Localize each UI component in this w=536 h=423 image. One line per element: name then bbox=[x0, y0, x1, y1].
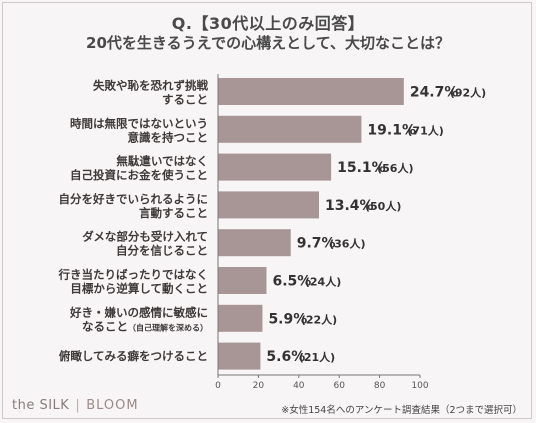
x-tick-label: 0 bbox=[215, 381, 221, 391]
x-tick-label: 80 bbox=[374, 381, 386, 391]
category-label: なること（自己理解を深める） bbox=[82, 319, 208, 333]
logo-text-silk: the SILK bbox=[12, 398, 70, 413]
data-label-count: (21人) bbox=[299, 350, 335, 364]
category-label: ダメな部分も受け入れて bbox=[82, 230, 208, 244]
x-tick-label: 40 bbox=[293, 381, 305, 391]
brand-logo: the SILK | BLOOM bbox=[12, 398, 139, 413]
chart-question: 20代を生きるうえでの心構えとして、大切なことは？ bbox=[86, 34, 450, 52]
category-label: 言動すること bbox=[139, 206, 208, 220]
data-label-count: (24人) bbox=[305, 275, 341, 289]
survey-note: ※女性154名へのアンケート調査結果（2つまで選択可） bbox=[281, 405, 522, 416]
category-label: 自己投資にお金を使うこと bbox=[70, 168, 208, 182]
x-tick-label: 20 bbox=[253, 381, 265, 391]
data-label-percent: 19.1% bbox=[367, 122, 416, 138]
category-label: 自分を好きでいられるように bbox=[59, 192, 209, 206]
bar bbox=[218, 342, 261, 370]
bar bbox=[218, 78, 404, 105]
chart-title: Q.【30代以上のみ回答】 bbox=[171, 14, 365, 33]
data-label-count: (71人) bbox=[407, 123, 443, 137]
category-label: 行き当たりばったりではなく bbox=[58, 268, 209, 282]
category-label: 失敗や恥を恐れず挑戦 bbox=[93, 79, 208, 93]
category-label: すること bbox=[162, 93, 208, 107]
category-label: 無駄遣いではなく bbox=[116, 154, 208, 168]
data-label-percent: 24.7% bbox=[410, 85, 459, 101]
logo-text-bloom: BLOOM bbox=[86, 398, 139, 413]
data-label-percent: 13.4% bbox=[325, 198, 374, 214]
data-label-percent: 9.7% bbox=[297, 236, 336, 252]
category-label: 目標から逆算して動くこと bbox=[70, 282, 208, 296]
data-label-count: (22人) bbox=[301, 312, 337, 326]
bar bbox=[218, 267, 267, 294]
data-label-percent: 5.9% bbox=[268, 311, 307, 327]
category-label: 好き・嫌いの感情に敏感に bbox=[69, 305, 208, 319]
category-label: 時間は無限ではないという bbox=[70, 116, 208, 130]
logo-divider: | bbox=[75, 398, 81, 413]
data-label-percent: 5.6% bbox=[266, 349, 305, 365]
x-tick-label: 60 bbox=[333, 381, 345, 391]
data-label-count: (56人) bbox=[377, 161, 413, 175]
x-tick-label: 100 bbox=[411, 381, 428, 391]
bar bbox=[218, 229, 291, 257]
data-label-percent: 6.5% bbox=[272, 274, 311, 290]
data-label-count: (92人) bbox=[450, 86, 486, 100]
category-label: 俯瞰してみる癖をつけること bbox=[59, 349, 208, 363]
bar bbox=[218, 304, 263, 332]
bar bbox=[218, 191, 319, 219]
data-label-count: (50人) bbox=[365, 199, 401, 213]
bar bbox=[218, 115, 362, 143]
category-label: 自分を信じること bbox=[116, 244, 208, 258]
data-label-count: (36人) bbox=[329, 237, 365, 251]
bar bbox=[218, 153, 332, 181]
data-label-percent: 15.1% bbox=[337, 160, 386, 176]
category-label: 意識を持つこと bbox=[128, 130, 209, 144]
